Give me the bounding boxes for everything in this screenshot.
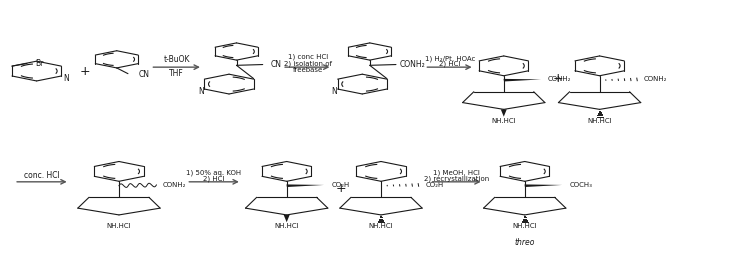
Text: CN: CN — [139, 70, 150, 79]
Text: 2) HCl: 2) HCl — [440, 61, 460, 67]
Text: N: N — [198, 87, 203, 96]
Polygon shape — [524, 184, 562, 187]
Text: threo: threo — [514, 238, 535, 247]
Text: 2) recrystallization: 2) recrystallization — [424, 176, 489, 182]
Text: 1) conc HCl: 1) conc HCl — [287, 54, 328, 61]
Polygon shape — [284, 215, 290, 222]
Text: freebase: freebase — [292, 67, 322, 73]
Text: 2) isolation of: 2) isolation of — [284, 61, 332, 67]
Text: CONH₂: CONH₂ — [400, 60, 425, 69]
Text: 2) HCl: 2) HCl — [203, 176, 225, 182]
Text: N: N — [331, 87, 337, 96]
Text: 1) 50% aq. KOH: 1) 50% aq. KOH — [187, 170, 242, 177]
Text: NH.HCl: NH.HCl — [106, 223, 131, 229]
Text: CN: CN — [271, 60, 282, 69]
Text: COCH₃: COCH₃ — [569, 182, 592, 188]
Text: Br: Br — [34, 59, 44, 68]
Text: THF: THF — [170, 69, 184, 78]
Polygon shape — [503, 79, 542, 81]
Text: t-BuOK: t-BuOK — [164, 55, 190, 64]
Text: CO₂H: CO₂H — [332, 182, 350, 188]
Text: NH.HCl: NH.HCl — [587, 118, 612, 124]
Text: CONH₂: CONH₂ — [548, 76, 571, 82]
Polygon shape — [286, 184, 324, 187]
Text: 1) H₂/Pt, HOAc: 1) H₂/Pt, HOAc — [424, 55, 475, 62]
Text: NH.HCl: NH.HCl — [512, 223, 537, 229]
Text: conc. HCl: conc. HCl — [24, 171, 60, 180]
Text: +: + — [553, 72, 564, 85]
Text: NH.HCl: NH.HCl — [274, 223, 299, 229]
Text: CONH₂: CONH₂ — [163, 182, 186, 188]
Text: CONH₂: CONH₂ — [644, 76, 667, 82]
Text: NH.HCl: NH.HCl — [491, 118, 516, 124]
Text: +: + — [80, 64, 91, 78]
Text: N: N — [64, 74, 70, 83]
Text: NH.HCl: NH.HCl — [369, 223, 393, 229]
Text: +: + — [335, 182, 346, 195]
Text: CO₂H: CO₂H — [426, 182, 444, 188]
Polygon shape — [501, 109, 507, 117]
Text: 1) MeOH, HCl: 1) MeOH, HCl — [433, 170, 480, 177]
